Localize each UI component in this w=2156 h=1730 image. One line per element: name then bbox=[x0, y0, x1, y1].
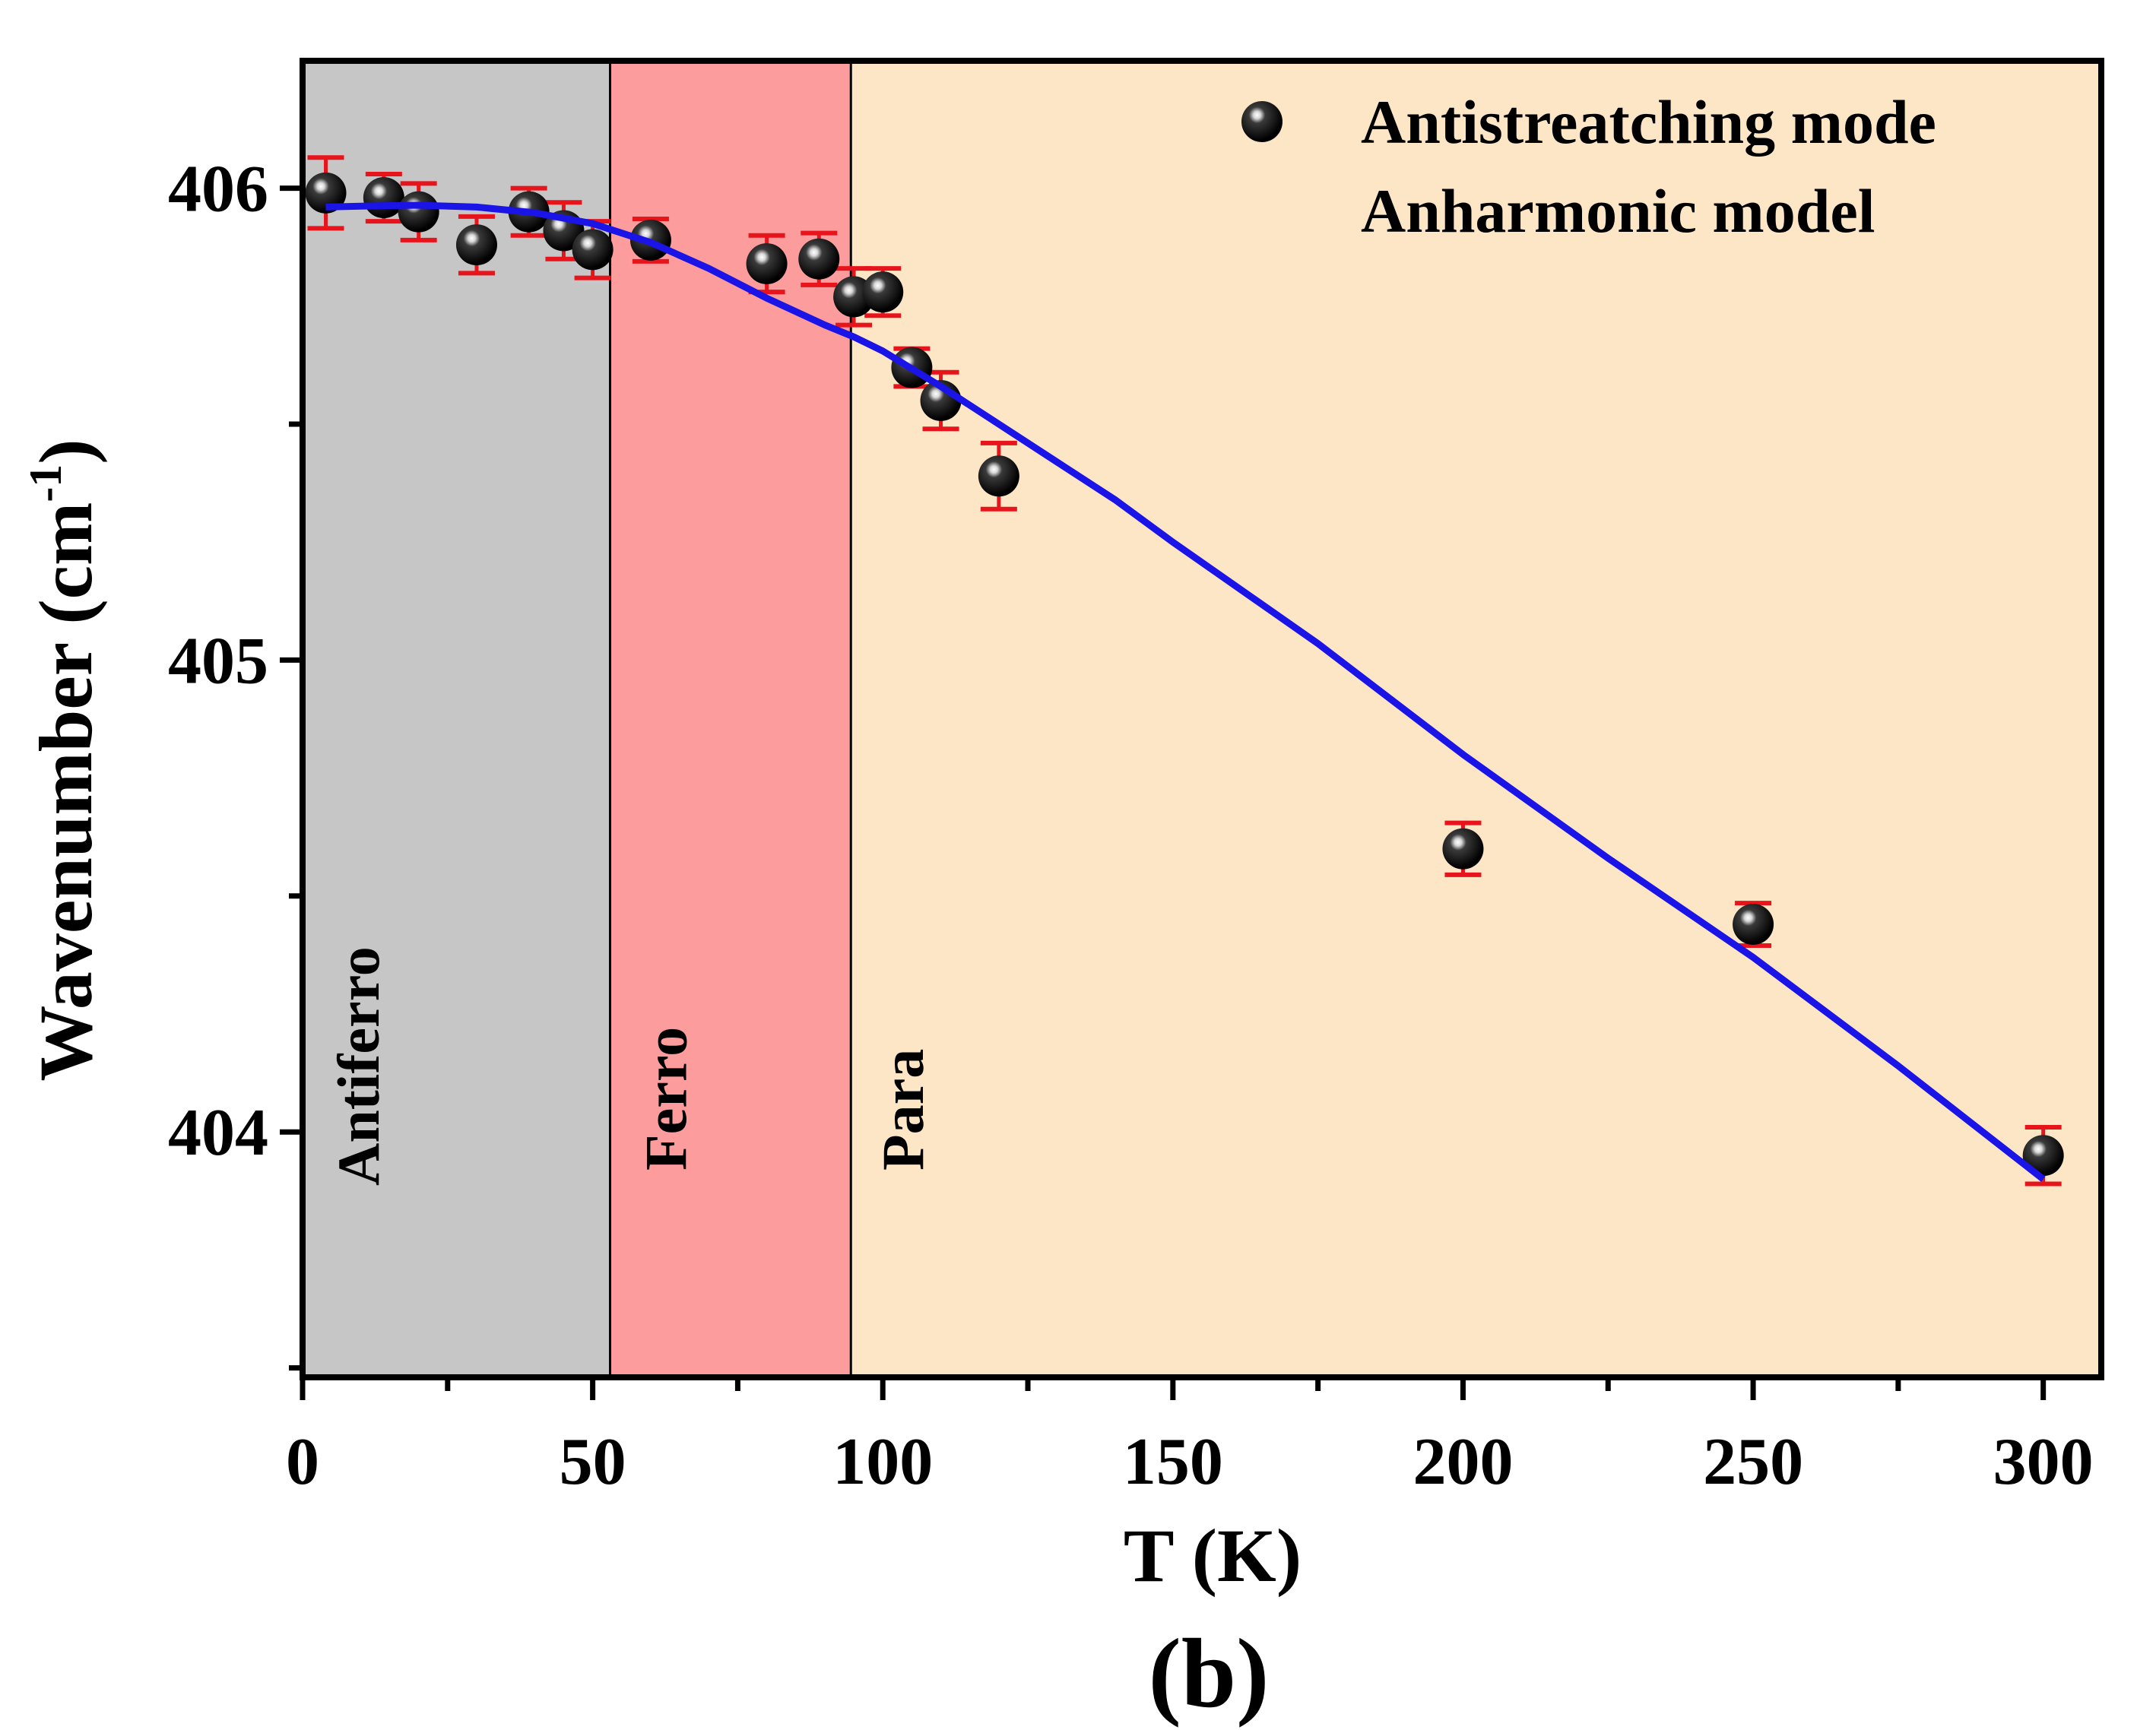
data-point bbox=[398, 191, 439, 233]
data-point bbox=[1442, 828, 1484, 870]
x-axis-ticks: 0 50 100 150 200 250 300 bbox=[286, 1377, 2094, 1499]
figure-caption: (b) bbox=[1149, 1619, 1270, 1728]
data-point bbox=[455, 224, 497, 266]
data-point bbox=[1733, 904, 1774, 946]
data-point bbox=[746, 242, 788, 284]
x-tick-label: 200 bbox=[1412, 1425, 1513, 1499]
data-point bbox=[305, 172, 347, 214]
phase-region-labels: Antiferro Ferro Para bbox=[325, 946, 936, 1186]
data-point bbox=[862, 271, 904, 313]
y-axis-label: Wavenumber (cm-1) bbox=[21, 439, 108, 1081]
anharmonic-model-line bbox=[325, 201, 2046, 1182]
region-antiferro bbox=[303, 61, 610, 1377]
x-axis-label: T (K) bbox=[1124, 1513, 1302, 1598]
y-tick-label: 404 bbox=[168, 1096, 268, 1170]
y-tick-label: 406 bbox=[168, 153, 268, 227]
legend: Antistreatching mode Anharmonic model bbox=[1241, 87, 1936, 246]
region-para bbox=[851, 61, 2101, 1377]
phase-regions bbox=[303, 61, 2101, 1377]
data-point bbox=[978, 455, 1019, 497]
y-axis-label-superscript: -1 bbox=[21, 464, 71, 502]
legend-marker-scatter bbox=[1241, 101, 1283, 142]
plot-frame bbox=[300, 58, 2104, 1380]
y-axis-label-main: Wavenumber (cm bbox=[24, 502, 108, 1082]
region-label-antiferro: Antiferro bbox=[325, 946, 392, 1186]
x-tick-label: 50 bbox=[560, 1425, 626, 1499]
region-label-ferro: Ferro bbox=[633, 1027, 699, 1171]
legend-label-scatter: Antistreatching mode bbox=[1361, 87, 1936, 157]
y-tick-label: 405 bbox=[168, 624, 268, 698]
y-axis-ticks: 404 405 406 bbox=[168, 153, 303, 1371]
model-curve bbox=[325, 201, 2046, 1182]
data-point bbox=[572, 229, 614, 271]
x-tick-label: 250 bbox=[1703, 1425, 1803, 1499]
y-axis-label-close: ) bbox=[24, 439, 108, 464]
x-tick-label: 300 bbox=[1993, 1425, 2094, 1499]
x-tick-label: 0 bbox=[286, 1425, 319, 1499]
x-tick-label: 100 bbox=[832, 1425, 933, 1499]
data-point bbox=[2022, 1135, 2064, 1177]
data-point bbox=[798, 238, 840, 280]
x-tick-label: 150 bbox=[1123, 1425, 1223, 1499]
legend-label-line: Anharmonic model bbox=[1361, 176, 1875, 246]
region-label-para: Para bbox=[870, 1049, 936, 1171]
